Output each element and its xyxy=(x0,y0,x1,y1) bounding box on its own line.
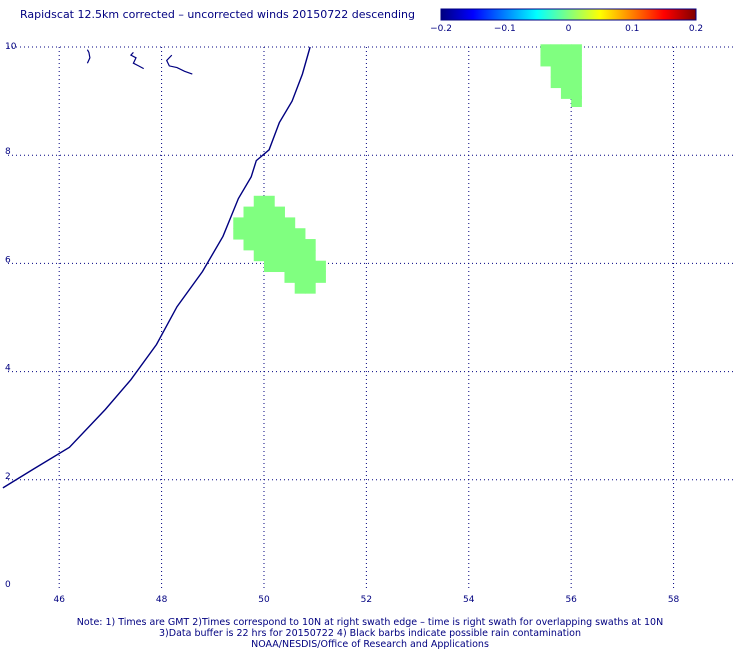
wind-difference-cell xyxy=(284,228,296,240)
island-outline xyxy=(165,54,193,75)
wind-difference-cell xyxy=(274,239,285,251)
wind-difference-cell xyxy=(243,239,255,251)
wind-difference-cell xyxy=(243,206,255,218)
colorbar-tick-label: 0.1 xyxy=(625,24,639,34)
wind-difference-cell xyxy=(253,228,265,240)
wind-difference-cell xyxy=(274,206,285,218)
wind-difference-cell xyxy=(560,65,572,78)
wind-difference-cell xyxy=(253,195,265,208)
colorbar-tick-label: −0.1 xyxy=(494,24,516,34)
wind-difference-cell xyxy=(263,260,275,273)
wind-difference-cell xyxy=(294,249,306,262)
wind-difference-cell xyxy=(294,271,306,283)
wind-difference-cell xyxy=(304,282,316,294)
latitude-tick-label: 8 xyxy=(5,147,11,157)
colorbar-tick-label: 0 xyxy=(566,24,572,34)
colorbar-gradient xyxy=(440,8,697,21)
wind-difference-cell xyxy=(253,249,265,262)
map-title: Rapidscat 12.5km corrected – uncorrected… xyxy=(20,8,416,21)
longitude-tick-label: 46 xyxy=(53,595,65,605)
wind-difference-cell xyxy=(243,228,255,240)
wind-difference-cell xyxy=(253,239,265,251)
colorbar-tick-label: −0.2 xyxy=(430,24,452,34)
wind-difference-cell xyxy=(263,195,275,208)
colorbar-tick-label: 0.2 xyxy=(689,24,703,34)
island-outline xyxy=(86,49,91,64)
wind-difference-cell xyxy=(284,239,296,251)
note-line-2: 3)Data buffer is 22 hrs for 20150722 4) … xyxy=(159,628,581,639)
wind-difference-cell xyxy=(263,217,275,229)
wind-difference-cell xyxy=(284,249,296,262)
coastline-path xyxy=(2,46,311,489)
wind-difference-patches xyxy=(233,44,582,294)
latitude-tick-label: 2 xyxy=(5,472,11,482)
wind-difference-cell xyxy=(263,239,275,251)
wind-difference-cell xyxy=(274,228,285,240)
wind-difference-cell xyxy=(571,87,582,99)
latitude-tick-label: 4 xyxy=(5,364,11,374)
wind-difference-cell xyxy=(263,206,275,218)
wind-difference-cell xyxy=(540,55,552,67)
lat-lon-grid xyxy=(8,46,735,588)
colorbar-tick-labels: −0.2 −0.1 0 0.1 0.2 xyxy=(430,24,703,34)
wind-difference-cell xyxy=(550,76,562,89)
wind-difference-cell xyxy=(571,95,582,108)
longitude-tick-label: 58 xyxy=(668,595,680,605)
wind-difference-cell xyxy=(274,217,285,229)
wind-difference-cell xyxy=(284,217,296,229)
wind-difference-cell xyxy=(253,206,265,218)
wind-difference-cell xyxy=(274,260,285,273)
longitude-tick-label: 52 xyxy=(361,595,372,605)
wind-difference-cell xyxy=(233,217,245,229)
latitude-tick-label: 10 xyxy=(5,42,17,52)
wind-difference-cell xyxy=(294,239,306,251)
wind-difference-cell xyxy=(550,55,562,67)
wind-difference-cell xyxy=(315,271,326,283)
wind-difference-cell xyxy=(294,228,306,240)
wind-difference-cell xyxy=(571,76,582,89)
wind-difference-cell xyxy=(304,271,316,283)
longitude-tick-label: 56 xyxy=(565,595,577,605)
coastline xyxy=(2,46,311,489)
wind-difference-cell xyxy=(304,260,316,273)
colorbar xyxy=(440,8,697,21)
note-line-1: Note: 1) Times are GMT 2)Times correspon… xyxy=(76,617,664,628)
note-line-3: NOAA/NESDIS/Office of Research and Appli… xyxy=(251,639,489,650)
wind-difference-cell xyxy=(550,65,562,78)
wind-difference-cell xyxy=(560,55,572,67)
longitude-tick-label: 48 xyxy=(156,595,168,605)
wind-difference-cell xyxy=(294,282,306,294)
wind-difference-cell xyxy=(571,65,582,78)
wind-difference-cell xyxy=(571,55,582,67)
island-outline xyxy=(129,51,144,70)
wind-difference-cell xyxy=(560,87,572,99)
wind-difference-cell xyxy=(243,217,255,229)
wind-difference-cell xyxy=(253,217,265,229)
wind-difference-cell xyxy=(571,44,582,56)
wind-difference-cell xyxy=(233,228,245,240)
wind-difference-cell xyxy=(294,260,306,273)
longitude-tick-label: 50 xyxy=(258,595,270,605)
wind-difference-cell xyxy=(304,249,316,262)
latitude-tick-label: 0 xyxy=(5,580,11,590)
wind-difference-cell xyxy=(540,44,552,56)
wind-difference-cell xyxy=(560,76,572,89)
wind-difference-cell xyxy=(284,271,296,283)
wind-difference-cell xyxy=(560,44,572,56)
longitude-tick-labels: 46 48 50 52 54 56 58 xyxy=(53,595,679,605)
wind-difference-cell xyxy=(274,249,285,262)
wind-difference-cell xyxy=(263,249,275,262)
longitude-tick-label: 54 xyxy=(463,595,475,605)
latitude-tick-label: 6 xyxy=(5,255,11,265)
wind-difference-cell xyxy=(284,260,296,273)
wind-difference-cell xyxy=(550,44,562,56)
wind-difference-cell xyxy=(315,260,326,273)
wind-difference-cell xyxy=(304,239,316,251)
wind-difference-cell xyxy=(263,228,275,240)
latitude-tick-labels: 0 2 4 6 8 10 xyxy=(5,42,17,590)
